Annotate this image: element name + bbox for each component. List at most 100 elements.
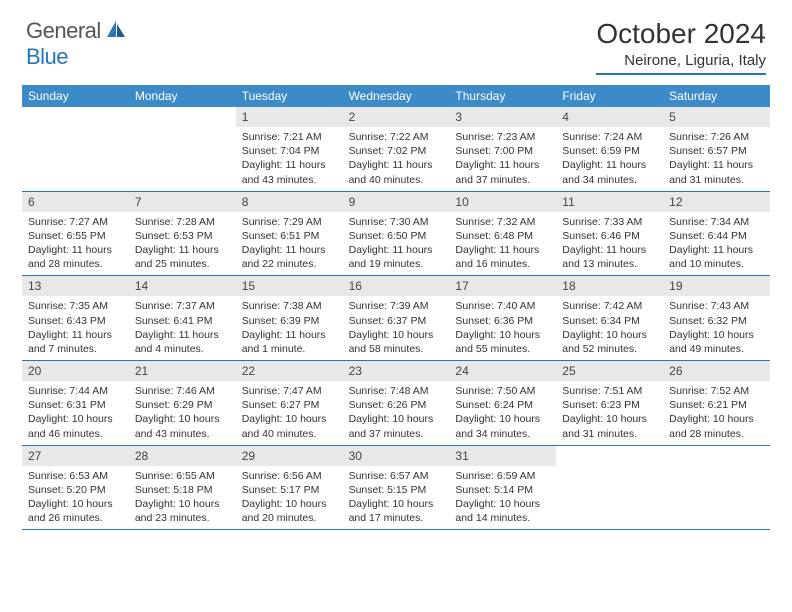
day-header: Monday [129,85,236,107]
day-details: Sunrise: 7:39 AMSunset: 6:37 PMDaylight:… [343,296,450,360]
day-details: Sunrise: 7:35 AMSunset: 6:43 PMDaylight:… [22,296,129,360]
day-number: 4 [556,107,663,127]
day-header: Tuesday [236,85,343,107]
day-details: Sunrise: 7:40 AMSunset: 6:36 PMDaylight:… [449,296,556,360]
day-details: Sunrise: 7:47 AMSunset: 6:27 PMDaylight:… [236,381,343,445]
day-number: 5 [663,107,770,127]
calendar-cell: 25Sunrise: 7:51 AMSunset: 6:23 PMDayligh… [556,361,663,445]
day-details [556,452,663,459]
day-header: Thursday [449,85,556,107]
day-number: 1 [236,107,343,127]
week-row: 6Sunrise: 7:27 AMSunset: 6:55 PMDaylight… [22,192,770,277]
calendar-cell: 4Sunrise: 7:24 AMSunset: 6:59 PMDaylight… [556,107,663,191]
day-details: Sunrise: 7:21 AMSunset: 7:04 PMDaylight:… [236,127,343,191]
calendar-cell: 13Sunrise: 7:35 AMSunset: 6:43 PMDayligh… [22,276,129,360]
day-number: 19 [663,276,770,296]
day-number: 20 [22,361,129,381]
day-number: 7 [129,192,236,212]
day-details: Sunrise: 7:46 AMSunset: 6:29 PMDaylight:… [129,381,236,445]
calendar-cell: 8Sunrise: 7:29 AMSunset: 6:51 PMDaylight… [236,192,343,276]
day-details: Sunrise: 7:37 AMSunset: 6:41 PMDaylight:… [129,296,236,360]
day-number: 2 [343,107,450,127]
day-details: Sunrise: 7:26 AMSunset: 6:57 PMDaylight:… [663,127,770,191]
day-number: 17 [449,276,556,296]
calendar-cell: 6Sunrise: 7:27 AMSunset: 6:55 PMDaylight… [22,192,129,276]
calendar-cell: 1Sunrise: 7:21 AMSunset: 7:04 PMDaylight… [236,107,343,191]
calendar-cell: 2Sunrise: 7:22 AMSunset: 7:02 PMDaylight… [343,107,450,191]
day-headers: SundayMondayTuesdayWednesdayThursdayFrid… [22,85,770,107]
day-details: Sunrise: 7:33 AMSunset: 6:46 PMDaylight:… [556,212,663,276]
logo-text-blue: Blue [26,44,68,69]
weeks: 1Sunrise: 7:21 AMSunset: 7:04 PMDaylight… [22,107,770,530]
day-number: 3 [449,107,556,127]
day-details: Sunrise: 6:55 AMSunset: 5:18 PMDaylight:… [129,466,236,530]
day-number: 16 [343,276,450,296]
day-header: Friday [556,85,663,107]
calendar-cell: 31Sunrise: 6:59 AMSunset: 5:14 PMDayligh… [449,446,556,530]
calendar: SundayMondayTuesdayWednesdayThursdayFrid… [22,85,770,530]
calendar-cell: 7Sunrise: 7:28 AMSunset: 6:53 PMDaylight… [129,192,236,276]
day-number: 14 [129,276,236,296]
day-number: 28 [129,446,236,466]
day-number: 13 [22,276,129,296]
calendar-cell: 12Sunrise: 7:34 AMSunset: 6:44 PMDayligh… [663,192,770,276]
day-number: 15 [236,276,343,296]
calendar-cell: 22Sunrise: 7:47 AMSunset: 6:27 PMDayligh… [236,361,343,445]
day-number: 21 [129,361,236,381]
header: General October 2024 Neirone, Liguria, I… [0,0,792,81]
day-number: 24 [449,361,556,381]
calendar-cell: 9Sunrise: 7:30 AMSunset: 6:50 PMDaylight… [343,192,450,276]
calendar-cell: 10Sunrise: 7:32 AMSunset: 6:48 PMDayligh… [449,192,556,276]
week-row: 27Sunrise: 6:53 AMSunset: 5:20 PMDayligh… [22,446,770,531]
day-details: Sunrise: 7:44 AMSunset: 6:31 PMDaylight:… [22,381,129,445]
day-details [663,452,770,459]
day-header: Sunday [22,85,129,107]
calendar-cell: 21Sunrise: 7:46 AMSunset: 6:29 PMDayligh… [129,361,236,445]
calendar-cell: 3Sunrise: 7:23 AMSunset: 7:00 PMDaylight… [449,107,556,191]
calendar-cell: 24Sunrise: 7:50 AMSunset: 6:24 PMDayligh… [449,361,556,445]
day-details: Sunrise: 6:53 AMSunset: 5:20 PMDaylight:… [22,466,129,530]
day-number: 31 [449,446,556,466]
day-number: 22 [236,361,343,381]
day-details: Sunrise: 7:42 AMSunset: 6:34 PMDaylight:… [556,296,663,360]
calendar-cell: 16Sunrise: 7:39 AMSunset: 6:37 PMDayligh… [343,276,450,360]
calendar-cell: 23Sunrise: 7:48 AMSunset: 6:26 PMDayligh… [343,361,450,445]
calendar-cell: 17Sunrise: 7:40 AMSunset: 6:36 PMDayligh… [449,276,556,360]
calendar-cell: 30Sunrise: 6:57 AMSunset: 5:15 PMDayligh… [343,446,450,530]
calendar-cell: 28Sunrise: 6:55 AMSunset: 5:18 PMDayligh… [129,446,236,530]
day-details: Sunrise: 7:43 AMSunset: 6:32 PMDaylight:… [663,296,770,360]
location: Neirone, Liguria, Italy [596,52,766,75]
day-number: 29 [236,446,343,466]
day-details: Sunrise: 7:30 AMSunset: 6:50 PMDaylight:… [343,212,450,276]
day-details: Sunrise: 7:29 AMSunset: 6:51 PMDaylight:… [236,212,343,276]
calendar-cell: 11Sunrise: 7:33 AMSunset: 6:46 PMDayligh… [556,192,663,276]
day-details: Sunrise: 7:22 AMSunset: 7:02 PMDaylight:… [343,127,450,191]
day-number: 30 [343,446,450,466]
day-number: 25 [556,361,663,381]
logo: General [26,18,129,44]
calendar-cell: 29Sunrise: 6:56 AMSunset: 5:17 PMDayligh… [236,446,343,530]
day-details: Sunrise: 6:56 AMSunset: 5:17 PMDaylight:… [236,466,343,530]
day-number: 11 [556,192,663,212]
day-header: Saturday [663,85,770,107]
day-number: 18 [556,276,663,296]
calendar-cell [663,446,770,530]
day-number: 12 [663,192,770,212]
day-details: Sunrise: 7:23 AMSunset: 7:00 PMDaylight:… [449,127,556,191]
day-details [129,113,236,120]
day-number: 26 [663,361,770,381]
day-details: Sunrise: 6:57 AMSunset: 5:15 PMDaylight:… [343,466,450,530]
calendar-cell [556,446,663,530]
calendar-cell: 20Sunrise: 7:44 AMSunset: 6:31 PMDayligh… [22,361,129,445]
calendar-cell: 19Sunrise: 7:43 AMSunset: 6:32 PMDayligh… [663,276,770,360]
day-number: 6 [22,192,129,212]
calendar-cell [129,107,236,191]
week-row: 1Sunrise: 7:21 AMSunset: 7:04 PMDaylight… [22,107,770,192]
calendar-cell: 27Sunrise: 6:53 AMSunset: 5:20 PMDayligh… [22,446,129,530]
day-number: 9 [343,192,450,212]
day-number: 8 [236,192,343,212]
day-details: Sunrise: 7:52 AMSunset: 6:21 PMDaylight:… [663,381,770,445]
day-details: Sunrise: 7:27 AMSunset: 6:55 PMDaylight:… [22,212,129,276]
day-header: Wednesday [343,85,450,107]
logo-blue-row: Blue [26,44,68,70]
